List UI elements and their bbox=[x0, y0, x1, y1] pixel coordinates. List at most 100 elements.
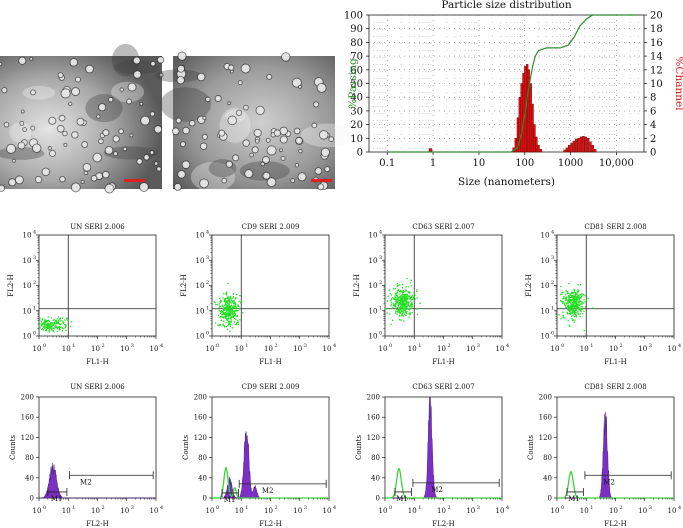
scatter-point bbox=[562, 291, 564, 293]
scatter-point bbox=[571, 307, 573, 309]
tem-vesicle bbox=[172, 128, 179, 135]
flow-xtick-base: 10 bbox=[609, 345, 618, 353]
histogram-ytick-label: 0 bbox=[376, 495, 380, 503]
scatter-point bbox=[411, 295, 413, 297]
scatter-point bbox=[404, 290, 406, 293]
scatter-point bbox=[402, 302, 404, 305]
scatter-point bbox=[230, 316, 233, 318]
scatter-point bbox=[228, 300, 231, 302]
scatter-point bbox=[222, 323, 224, 325]
tem-vesicle bbox=[226, 161, 232, 167]
tem-vesicle bbox=[96, 173, 103, 180]
scatter-point bbox=[568, 299, 570, 302]
scatter-point bbox=[224, 309, 226, 311]
scatter-point bbox=[404, 294, 406, 297]
scatter-point bbox=[44, 327, 46, 329]
flow-xtick-exponent: 2 bbox=[275, 343, 278, 349]
flow-ytick-exponent: 0 bbox=[206, 331, 209, 337]
scatter-point bbox=[580, 305, 582, 308]
psd-ytick-label-left: 90 bbox=[350, 24, 363, 35]
scatter-point bbox=[402, 312, 404, 314]
scatter-point bbox=[400, 304, 402, 306]
scatter-point bbox=[62, 322, 64, 324]
scatter-point bbox=[399, 312, 401, 314]
tem-vesicle bbox=[315, 167, 322, 174]
scatter-point bbox=[410, 306, 412, 308]
scatter-point bbox=[402, 295, 404, 298]
scatter-point bbox=[54, 325, 56, 328]
scatter-point bbox=[224, 311, 227, 313]
scatter-point bbox=[402, 283, 404, 286]
scatter-point bbox=[42, 322, 45, 324]
tem-vesicle bbox=[93, 153, 102, 162]
scatter-point bbox=[583, 310, 585, 313]
scatter-point bbox=[565, 290, 567, 292]
tem-stain bbox=[208, 159, 237, 178]
flow-ytick-base: 10 bbox=[196, 232, 205, 240]
scatter-point bbox=[571, 297, 574, 299]
tem-vesicle bbox=[222, 178, 227, 183]
flow-xtick-exponent: 4 bbox=[160, 343, 163, 349]
scatter-point bbox=[219, 312, 222, 314]
scatter-point bbox=[40, 321, 42, 323]
scatter-ylabel: FL2-H bbox=[180, 274, 188, 296]
scatter-point bbox=[225, 291, 228, 293]
scatter-point bbox=[51, 323, 53, 325]
flow-ytick-base: 10 bbox=[196, 333, 205, 341]
psd-bar bbox=[533, 124, 536, 153]
scatter-point bbox=[51, 322, 53, 324]
scatter-point bbox=[226, 328, 228, 331]
scatter-point bbox=[577, 307, 580, 309]
scatter-point bbox=[43, 326, 45, 328]
scatter-point bbox=[47, 319, 50, 322]
tem-vesicle bbox=[154, 162, 158, 165]
scatter-point bbox=[407, 297, 409, 299]
histogram-xlabel: FL2-H bbox=[259, 520, 281, 528]
scatter-point bbox=[565, 299, 567, 301]
scatter-point bbox=[242, 312, 244, 314]
tem-vesicle bbox=[154, 126, 162, 133]
scatter-point bbox=[53, 324, 55, 326]
tem-vesicle bbox=[241, 64, 250, 73]
tem-stain bbox=[160, 87, 212, 122]
scatter-point bbox=[46, 330, 48, 332]
tem-vesicle bbox=[64, 143, 67, 147]
scatter-point bbox=[218, 307, 220, 309]
scatter-point bbox=[223, 320, 225, 322]
tem-vesicle bbox=[21, 110, 24, 113]
flow-xtick-base: 10 bbox=[150, 345, 159, 353]
scatter-point bbox=[562, 297, 565, 299]
flow-ytick-base: 10 bbox=[23, 257, 32, 265]
scatter-point bbox=[229, 323, 232, 325]
scatter-point bbox=[562, 311, 564, 313]
tem-vesicle bbox=[238, 80, 242, 85]
scatter-point bbox=[396, 298, 398, 301]
flow-xtick-base: 10 bbox=[120, 507, 129, 515]
scatter-point bbox=[395, 294, 397, 296]
flow-xtick-exponent: 1 bbox=[590, 505, 593, 511]
psd-ytick-label-right: 12 bbox=[650, 65, 663, 76]
flow-ytick-exponent: 1 bbox=[33, 305, 36, 311]
scatter-point bbox=[566, 296, 568, 298]
scatter-point bbox=[402, 303, 404, 306]
scatter-point bbox=[232, 314, 234, 316]
scatter-point bbox=[394, 304, 396, 306]
scatter-ylabel: FL2-H bbox=[7, 274, 15, 296]
tem-vesicle bbox=[295, 163, 299, 167]
scatter-point bbox=[235, 306, 237, 308]
flow-ytick-base: 10 bbox=[541, 232, 550, 240]
scatter-point bbox=[230, 298, 232, 300]
scatter-point bbox=[230, 320, 232, 323]
scatter-point bbox=[227, 320, 229, 322]
scatter-point bbox=[48, 320, 51, 323]
psd-passing-curve bbox=[387, 14, 639, 153]
tem-vesicle bbox=[279, 149, 283, 152]
scatter-point bbox=[45, 321, 47, 323]
scatter-point bbox=[396, 298, 399, 301]
scatter-point bbox=[237, 305, 239, 308]
psd-ytick-label-right: 10 bbox=[650, 79, 663, 90]
histogram-title: CD63 SERI 2.007 bbox=[412, 383, 474, 391]
scatter-point bbox=[575, 314, 577, 316]
scatter-point bbox=[571, 306, 573, 308]
tem-vesicle bbox=[317, 83, 326, 92]
